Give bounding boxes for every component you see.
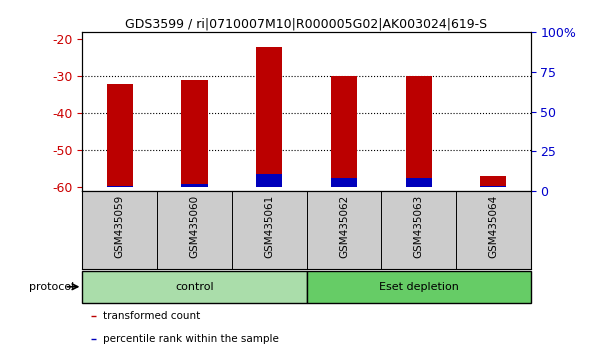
Bar [256,175,282,188]
Text: GSM435060: GSM435060 [190,195,199,258]
Bar [331,178,357,188]
Bar [480,186,506,188]
Bar [181,184,207,188]
FancyBboxPatch shape [307,271,531,303]
Text: control: control [175,282,214,292]
Bar [232,32,306,191]
Bar [157,32,232,191]
Bar [181,80,207,188]
Text: GSM435062: GSM435062 [339,195,349,258]
Bar [107,185,133,188]
Bar [406,178,432,188]
Text: GSM435064: GSM435064 [489,195,498,258]
Text: percentile rank within the sample: percentile rank within the sample [102,334,278,344]
Text: transformed count: transformed count [102,311,200,321]
Bar [82,32,157,191]
Bar [107,84,133,188]
Text: GSM435059: GSM435059 [115,195,124,258]
FancyBboxPatch shape [82,271,307,303]
Text: Eset depletion: Eset depletion [379,282,459,292]
Bar [92,338,96,339]
Bar [306,32,381,191]
Title: GDS3599 / ri|0710007M10|R000005G02|AK003024|619-S: GDS3599 / ri|0710007M10|R000005G02|AK003… [126,18,487,31]
Bar [406,76,432,188]
Bar [456,32,531,191]
Text: GSM435061: GSM435061 [264,195,274,258]
Bar [480,176,506,188]
Bar [331,76,357,188]
Bar [256,47,282,188]
Bar [381,32,456,191]
Bar [92,315,96,316]
Text: GSM435063: GSM435063 [414,195,423,258]
Text: protocol: protocol [29,282,74,292]
